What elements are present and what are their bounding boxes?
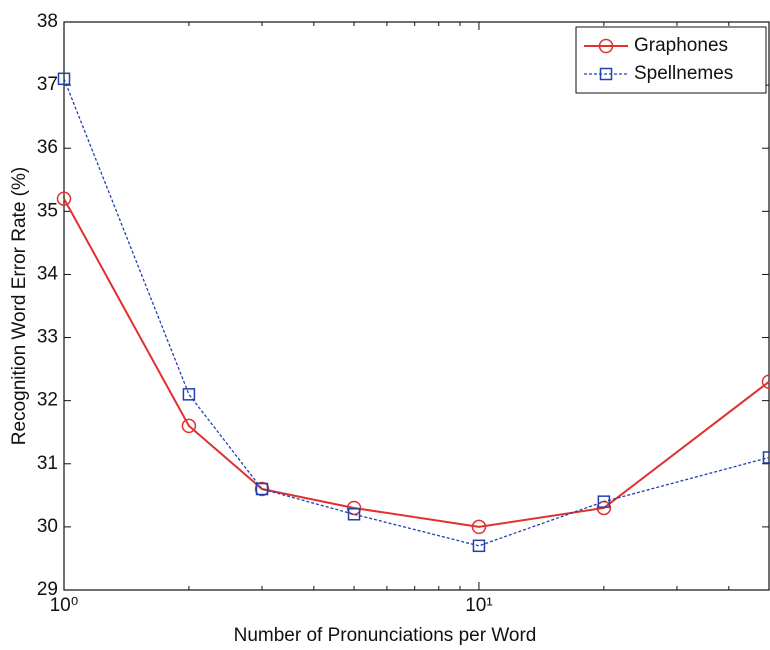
legend-label: Graphones bbox=[634, 35, 728, 56]
marker bbox=[599, 67, 613, 81]
y-tick-label: 35 bbox=[37, 200, 58, 221]
y-axis-label: Recognition Word Error Rate (%) bbox=[9, 167, 30, 445]
marker bbox=[762, 451, 770, 464]
y-tick-label: 29 bbox=[37, 579, 58, 600]
legend: Graphones Spellnemes bbox=[575, 26, 767, 94]
y-tick-label: 30 bbox=[37, 516, 58, 537]
marker bbox=[597, 495, 611, 508]
marker bbox=[254, 481, 270, 497]
marker bbox=[471, 519, 487, 535]
x-tick-label: 10⁰ bbox=[50, 595, 79, 616]
y-tick-label: 33 bbox=[37, 327, 58, 348]
marker bbox=[181, 418, 197, 434]
series-line bbox=[63, 198, 770, 528]
y-tick-label: 32 bbox=[37, 390, 58, 411]
marker bbox=[56, 191, 72, 206]
marker bbox=[761, 374, 770, 389]
x-axis-label: Number of Pronunciations per Word bbox=[234, 625, 537, 646]
marker bbox=[598, 38, 614, 54]
legend-box bbox=[575, 26, 767, 94]
marker bbox=[57, 72, 71, 86]
y-tick-label: 31 bbox=[37, 453, 58, 474]
y-tick-label: 36 bbox=[37, 137, 58, 158]
series-line bbox=[63, 78, 770, 547]
marker bbox=[182, 388, 196, 401]
marker bbox=[472, 539, 486, 553]
y-tick-label: 38 bbox=[37, 11, 58, 32]
marker bbox=[255, 482, 269, 496]
marker bbox=[346, 500, 362, 516]
plot-frame bbox=[63, 21, 770, 591]
legend-label: Spellnemes bbox=[634, 63, 733, 84]
marker bbox=[347, 508, 361, 521]
x-tick-label: 10¹ bbox=[465, 595, 492, 616]
y-tick-label: 34 bbox=[37, 263, 59, 284]
y-tick-label: 37 bbox=[37, 74, 58, 95]
